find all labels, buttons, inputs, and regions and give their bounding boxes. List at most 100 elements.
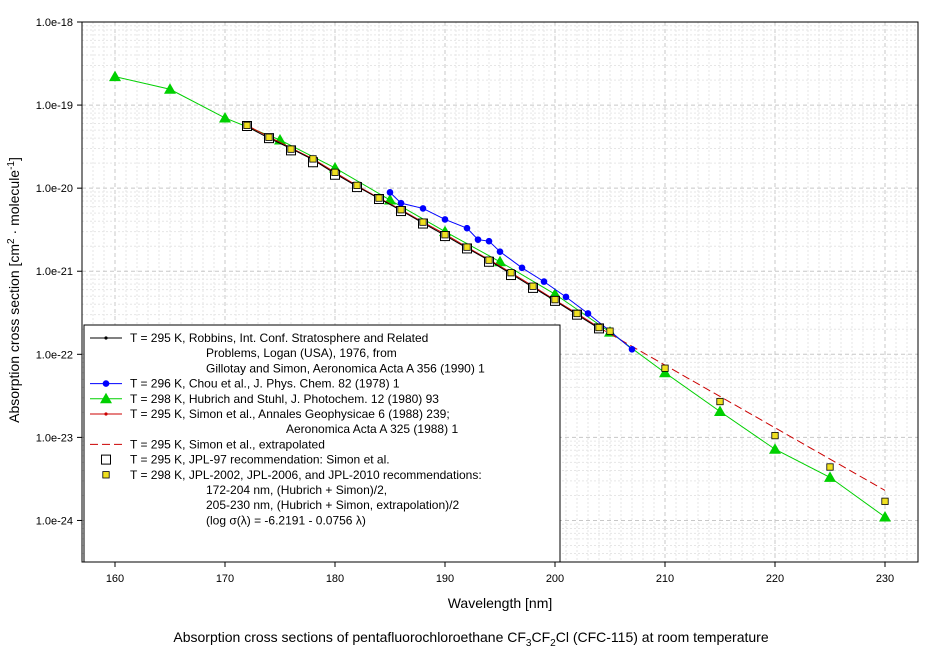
data-point <box>331 168 339 176</box>
series-chou <box>386 189 636 353</box>
y-tick-label: 1.0e-18 <box>36 17 73 29</box>
data-point <box>595 323 603 332</box>
data-point <box>716 397 724 406</box>
x-tick-label: 210 <box>656 573 674 585</box>
data-point <box>507 269 515 277</box>
x-tick-label: 230 <box>876 573 894 585</box>
data-point <box>714 405 726 416</box>
series-jpl-2002 <box>243 121 889 505</box>
legend-label: 172-204 nm, (Hubrich + Simon)/2, <box>206 483 387 497</box>
legend: T = 295 K, Robbins, Int. Conf. Stratosph… <box>83 324 561 563</box>
legend-label: Problems, Logan (USA), 1976, from <box>206 346 397 360</box>
data-point <box>496 248 504 255</box>
data-point <box>540 278 548 285</box>
data-point <box>164 83 176 94</box>
data-point <box>265 133 273 141</box>
data-point <box>219 111 231 123</box>
data-point <box>441 216 449 223</box>
legend-symbol <box>101 454 111 465</box>
data-point <box>661 364 669 372</box>
data-point <box>879 511 891 522</box>
data-point <box>353 181 361 189</box>
data-point <box>485 256 493 264</box>
legend-label: T = 295 K, Simon et al., extrapolated <box>130 437 325 451</box>
data-point <box>463 224 471 232</box>
series-line <box>598 327 886 491</box>
legend-symbol <box>102 471 110 479</box>
data-point <box>659 366 671 378</box>
data-point <box>287 145 295 153</box>
x-axis: 160 170 180 190 200 210 220 230 <box>106 562 894 585</box>
series-layer <box>109 70 891 522</box>
x-tick-label: 160 <box>106 573 124 585</box>
x-tick-label: 200 <box>546 573 564 585</box>
legend-label: T = 298 K, Hubrich and Stuhl, J. Photoch… <box>130 392 439 406</box>
legend-label: T = 296 K, Chou et al., J. Phys. Chem. 8… <box>130 377 400 391</box>
data-point <box>375 194 383 202</box>
legend-label: T = 295 K, Robbins, Int. Conf. Stratosph… <box>130 331 428 345</box>
legend-label: (log σ(λ) = -6.2191 - 0.0756 λ) <box>206 513 366 527</box>
figure-caption: Absorption cross sections of pentafluoro… <box>173 629 769 649</box>
x-tick-label: 220 <box>766 573 784 585</box>
legend-label: Gillotay and Simon, Aeronomica Acta A 35… <box>206 361 485 375</box>
x-axis-title: Wavelength [nm] <box>448 595 553 611</box>
legend-label: T = 295 K, Simon et al., Annales Geophys… <box>130 407 450 421</box>
data-point <box>551 296 559 304</box>
data-point <box>243 121 251 129</box>
data-point <box>485 237 493 245</box>
data-point <box>628 345 636 353</box>
data-point <box>463 243 471 251</box>
y-axis: 1.0e-24 1.0e-23 1.0e-22 1.0e-21 1.0e-20 1.0e-… <box>36 17 82 527</box>
y-tick-label: 1.0e-19 <box>36 100 73 112</box>
y-tick-label: 1.0e-23 <box>36 432 73 444</box>
data-point <box>824 471 836 482</box>
data-point <box>386 189 394 196</box>
series-simon-extrapolated <box>598 327 886 491</box>
data-point <box>769 443 781 454</box>
y-axis-title: Absorption cross section [cm2 · molecule… <box>6 157 22 423</box>
data-point <box>397 206 405 214</box>
legend-label: 205-230 nm, (Hubrich + Simon, extrapolat… <box>206 498 459 512</box>
data-point <box>494 255 506 267</box>
series-jpl-97 <box>242 120 604 334</box>
data-point <box>584 310 592 317</box>
legend-symbol <box>90 392 122 404</box>
legend-label: T = 295 K, JPL-97 recommendation: Simon … <box>130 453 390 467</box>
data-point <box>562 293 570 301</box>
data-point <box>419 205 427 212</box>
data-point <box>881 497 889 505</box>
data-point <box>518 264 526 272</box>
x-tick-label: 170 <box>216 573 234 585</box>
x-tick-label: 190 <box>436 573 454 585</box>
data-point <box>101 454 111 465</box>
data-point <box>397 199 405 207</box>
data-point <box>606 327 614 335</box>
data-point <box>419 218 427 226</box>
data-point <box>102 471 110 479</box>
legend-symbol <box>90 336 122 340</box>
data-point <box>309 155 317 163</box>
legend-symbol <box>90 380 122 387</box>
y-tick-label: 1.0e-24 <box>36 515 73 527</box>
data-point <box>826 463 834 471</box>
data-point <box>109 70 121 82</box>
y-tick-label: 1.0e-20 <box>36 183 73 195</box>
data-point <box>104 336 108 340</box>
y-tick-label: 1.0e-21 <box>36 266 73 278</box>
legend-label: T = 298 K, JPL-2002, JPL-2006, and JPL-2… <box>130 468 482 482</box>
data-point <box>474 236 482 243</box>
data-point <box>100 392 112 404</box>
data-point <box>573 309 581 318</box>
data-point <box>441 231 449 239</box>
data-point <box>529 282 537 290</box>
legend-box <box>83 324 561 563</box>
x-tick-label: 180 <box>326 573 344 585</box>
y-tick-label: 1.0e-22 <box>36 349 73 361</box>
legend-label: Aeronomica Acta A 325 (1988) 1 <box>286 422 458 436</box>
data-point <box>771 432 779 440</box>
series-line <box>389 192 633 350</box>
data-point <box>104 412 108 416</box>
data-point <box>102 380 110 387</box>
legend-symbol <box>90 412 122 416</box>
